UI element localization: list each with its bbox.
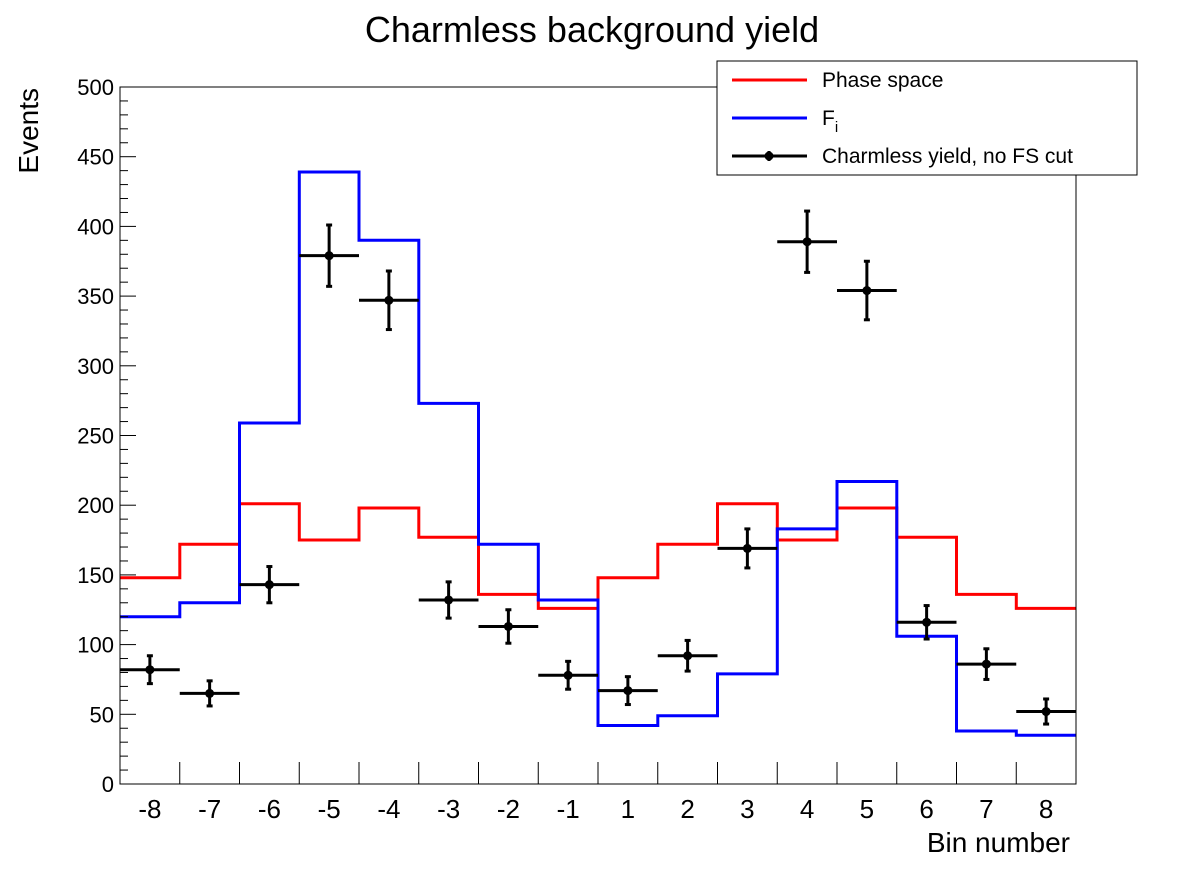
point-marker [981, 659, 991, 669]
legend-label: Phase space [822, 69, 943, 92]
data-point [717, 527, 778, 570]
point-marker [1041, 707, 1051, 717]
axes: 0 50 100 150 200 250 300 350 400 450 500 -8 -7 -6 -5 -4… [77, 75, 1077, 824]
legend-label: Charmless yield, no FS cut [822, 145, 1073, 168]
legend-label: Fi [822, 107, 838, 136]
data-point [598, 675, 658, 707]
y-tick-label: 500 [77, 75, 114, 100]
data-point [657, 638, 718, 673]
y-tick-label: 450 [77, 145, 114, 170]
point-marker [145, 665, 155, 675]
point-marker [205, 688, 215, 698]
point-marker [324, 251, 334, 261]
x-tick-label: 6 [919, 794, 933, 824]
point-marker [802, 237, 812, 247]
series-line-0 [120, 502, 1076, 610]
data-point [1016, 697, 1076, 726]
data-point [896, 604, 957, 641]
data-point [418, 580, 479, 620]
x-tick-label: 4 [800, 794, 814, 824]
x-tick-label: 2 [680, 794, 694, 824]
point-marker [623, 686, 633, 696]
x-tick-label: 3 [740, 794, 754, 824]
x-tick-label: 7 [979, 794, 993, 824]
point-marker [384, 295, 394, 305]
series-line-1 [120, 170, 1076, 737]
x-tick-label: 8 [1039, 794, 1053, 824]
data-point [299, 223, 359, 288]
y-tick-label: 400 [77, 214, 114, 239]
y-tick-label: 300 [77, 354, 114, 379]
x-tick-label: -2 [497, 794, 520, 824]
data-point [538, 659, 598, 691]
point-marker [444, 595, 454, 605]
y-tick-label: 250 [77, 424, 114, 449]
point-marker [862, 286, 872, 296]
data-point [777, 209, 837, 274]
chart-title: Charmless background yield [365, 9, 819, 50]
x-tick-label: -7 [198, 794, 221, 824]
data-point [478, 608, 539, 645]
data-point [120, 654, 180, 686]
legend: Phase space Fi Charmless yield, no FS cut [716, 60, 1138, 176]
y-tick-label: 100 [77, 633, 114, 658]
y-tick-label: 150 [77, 563, 114, 588]
x-tick-label: 1 [621, 794, 635, 824]
data-point [956, 647, 1017, 681]
x-tick-label: 5 [860, 794, 874, 824]
y-tick-label: 0 [102, 772, 114, 797]
data-series [120, 170, 1076, 737]
point-marker [922, 617, 932, 627]
y-tick-label: 350 [77, 284, 114, 309]
x-tick-label: -8 [138, 794, 161, 824]
point-marker [742, 543, 752, 553]
x-tick-label: -4 [377, 794, 400, 824]
data-point [179, 679, 240, 708]
point-marker [503, 621, 513, 631]
y-tick-label: 200 [77, 493, 114, 518]
point-marker [683, 651, 693, 661]
x-tick-label: -5 [318, 794, 341, 824]
point-marker [563, 670, 573, 680]
point-marker [264, 580, 274, 590]
x-tick-label: -1 [557, 794, 580, 824]
x-axis-label: Bin number [927, 827, 1070, 858]
data-point [239, 565, 300, 605]
x-tick-label: -6 [258, 794, 281, 824]
x-tick-label: -3 [437, 794, 460, 824]
y-tick-label: 50 [90, 702, 114, 727]
y-axis-label: Events [13, 88, 44, 174]
legend-label-subscript: i [835, 119, 838, 136]
data-point [837, 259, 897, 322]
data-point [359, 269, 419, 332]
